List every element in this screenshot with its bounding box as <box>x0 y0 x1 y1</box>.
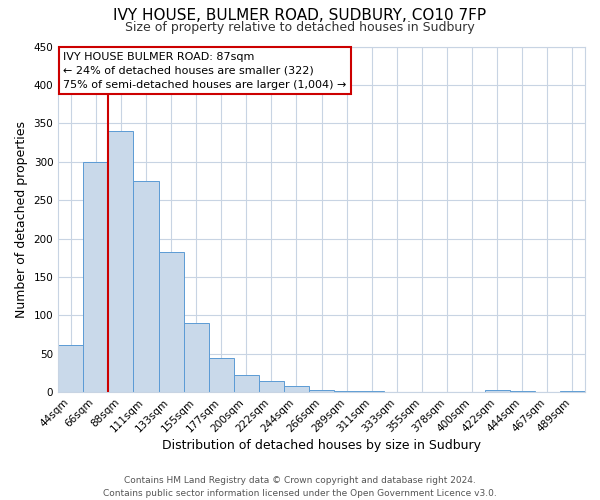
Bar <box>284 386 309 392</box>
Bar <box>184 323 209 392</box>
Bar <box>83 162 109 392</box>
Y-axis label: Number of detached properties: Number of detached properties <box>15 121 28 318</box>
Bar <box>510 390 535 392</box>
Bar <box>560 390 585 392</box>
Bar <box>58 344 83 392</box>
Bar <box>234 374 259 392</box>
Bar <box>209 358 234 392</box>
Bar <box>485 390 510 392</box>
Bar <box>309 390 334 392</box>
Text: Contains HM Land Registry data © Crown copyright and database right 2024.
Contai: Contains HM Land Registry data © Crown c… <box>103 476 497 498</box>
Text: Size of property relative to detached houses in Sudbury: Size of property relative to detached ho… <box>125 21 475 34</box>
Bar <box>109 131 133 392</box>
Bar <box>158 252 184 392</box>
Bar <box>133 181 158 392</box>
Text: IVY HOUSE BULMER ROAD: 87sqm
← 24% of detached houses are smaller (322)
75% of s: IVY HOUSE BULMER ROAD: 87sqm ← 24% of de… <box>64 52 347 90</box>
Bar <box>259 380 284 392</box>
X-axis label: Distribution of detached houses by size in Sudbury: Distribution of detached houses by size … <box>162 440 481 452</box>
Text: IVY HOUSE, BULMER ROAD, SUDBURY, CO10 7FP: IVY HOUSE, BULMER ROAD, SUDBURY, CO10 7F… <box>113 8 487 22</box>
